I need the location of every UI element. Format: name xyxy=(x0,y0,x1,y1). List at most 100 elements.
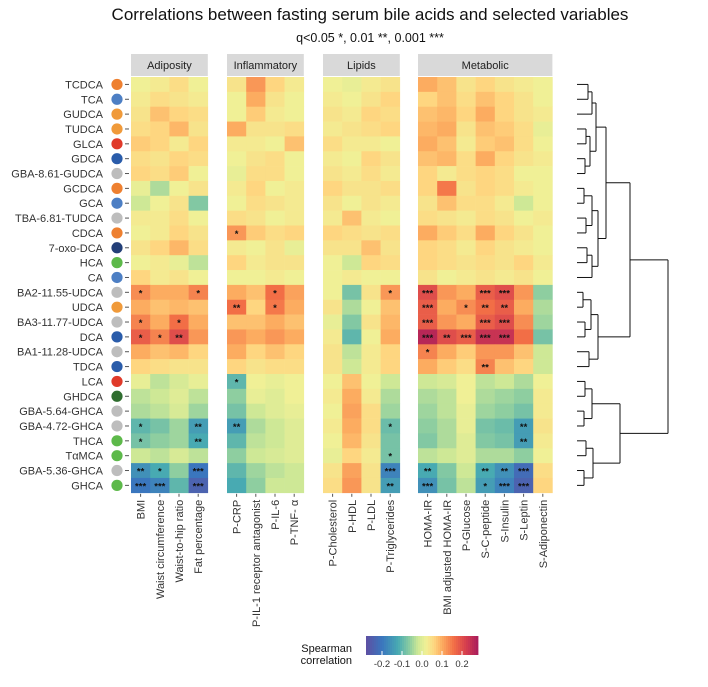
heatmap-cell xyxy=(361,284,381,301)
significance-mark: * xyxy=(235,377,239,388)
heatmap-cell xyxy=(169,344,189,360)
heatmap-cell xyxy=(494,344,515,360)
legend-tick-label: 0.1 xyxy=(435,659,448,670)
legend-title-line-1: Spearman xyxy=(301,643,352,655)
bile-acid-class-dot xyxy=(111,301,123,313)
heatmap-cell xyxy=(456,255,476,271)
heatmap-cell xyxy=(475,255,496,271)
heatmap-cell xyxy=(456,388,476,404)
heatmap-cell xyxy=(323,77,343,93)
chart-subtitle: q<0.05 *, 0.01 **, 0.001 *** xyxy=(296,31,444,45)
heatmap-cell xyxy=(188,255,209,271)
heatmap-cell xyxy=(380,359,401,375)
legend-gradient-step xyxy=(386,636,389,655)
legend-gradient-step xyxy=(448,636,451,655)
bile-acid-class-dot xyxy=(111,286,123,298)
row-label: GCA xyxy=(79,198,104,210)
row-label: GLCA xyxy=(73,139,104,151)
heatmap-cell xyxy=(323,284,343,301)
heatmap-cell xyxy=(188,329,209,345)
heatmap-cell xyxy=(514,388,534,404)
legend-gradient-step xyxy=(452,636,455,655)
heatmap-cell xyxy=(533,136,553,152)
heatmap-cell xyxy=(437,166,457,182)
heatmap-cell xyxy=(131,329,151,345)
heatmap-cell xyxy=(323,240,343,256)
heatmap-cell xyxy=(456,91,476,107)
legend-gradient-step xyxy=(380,636,383,655)
heatmap-cell xyxy=(131,77,151,93)
heatmap-cell xyxy=(169,329,189,345)
heatmap-cell xyxy=(265,240,285,256)
heatmap-cell xyxy=(514,374,534,390)
bile-acid-class-dot xyxy=(111,405,123,417)
heatmap-cell xyxy=(533,374,553,390)
heatmap-cell xyxy=(188,240,209,256)
heatmap-cell xyxy=(514,284,534,301)
legend-gradient-step xyxy=(438,636,441,655)
heatmap-cell xyxy=(169,433,189,449)
significance-mark: * xyxy=(139,437,143,448)
heatmap-cell xyxy=(265,448,285,464)
legend-gradient-step xyxy=(426,636,429,655)
heatmap-cell xyxy=(456,210,476,226)
row-label: BA1-11.28-UDCA xyxy=(17,347,104,359)
heatmap-cell xyxy=(227,240,247,256)
heatmap-cell xyxy=(418,91,438,107)
bile-acid-class-dot xyxy=(111,108,123,120)
heatmap-cell xyxy=(533,121,553,137)
heatmap-cell xyxy=(475,329,496,345)
heatmap-cell xyxy=(246,359,266,375)
heatmap-cell xyxy=(342,448,362,464)
heatmap-cell xyxy=(361,463,381,479)
heatmap-cell xyxy=(514,225,534,241)
significance-mark: * xyxy=(388,288,392,299)
heatmap-cell xyxy=(361,121,381,137)
column-label: P-IL-1 receptor antagonist xyxy=(251,500,263,627)
heatmap-cell xyxy=(323,195,343,211)
legend-gradient-step xyxy=(366,636,369,655)
heatmap-cell xyxy=(437,210,457,226)
heatmap-cell xyxy=(246,448,266,464)
heatmap-cell xyxy=(494,255,515,271)
chart-title: Correlations between fasting serum bile … xyxy=(112,5,629,24)
heatmap-cell xyxy=(361,477,381,494)
heatmap-cell xyxy=(284,180,305,197)
heatmap-cell xyxy=(188,91,209,107)
heatmap-cell xyxy=(418,240,438,256)
heatmap-cell xyxy=(456,166,476,182)
heatmap-cell xyxy=(150,166,170,182)
heatmap-cell xyxy=(475,403,496,419)
heatmap-cell xyxy=(456,403,476,419)
heatmap-cell xyxy=(456,359,476,375)
legend-gradient-step xyxy=(412,636,415,655)
legend-gradient-step xyxy=(442,636,445,655)
heatmap-cell xyxy=(361,344,381,360)
heatmap-cell xyxy=(284,255,305,271)
heatmap-cell xyxy=(475,344,496,360)
heatmap-cell xyxy=(227,418,247,434)
heatmap-cell xyxy=(418,299,438,315)
heatmap-cell xyxy=(188,314,209,330)
row-label: GHDCA xyxy=(63,391,103,403)
heatmap-cell xyxy=(227,374,247,390)
significance-mark: * xyxy=(273,288,277,299)
heatmap-cell xyxy=(131,403,151,419)
heatmap-cell xyxy=(284,151,305,167)
heatmap-cell xyxy=(188,284,209,301)
heatmap-cell xyxy=(150,418,170,434)
row-label: GDCA xyxy=(71,154,103,166)
heatmap-cell xyxy=(514,448,534,464)
heatmap-cell xyxy=(437,180,457,197)
legend-gradient-step xyxy=(368,636,371,655)
heatmap-cell xyxy=(284,314,305,330)
heatmap-cell xyxy=(131,433,151,449)
heatmap-cell xyxy=(188,225,209,241)
significance-mark: ** xyxy=(233,303,241,314)
heatmap-cell xyxy=(188,270,209,286)
heatmap-cell xyxy=(418,433,438,449)
heatmap-cell xyxy=(380,106,401,122)
heatmap-cell xyxy=(380,299,401,315)
heatmap-cell xyxy=(246,270,266,286)
